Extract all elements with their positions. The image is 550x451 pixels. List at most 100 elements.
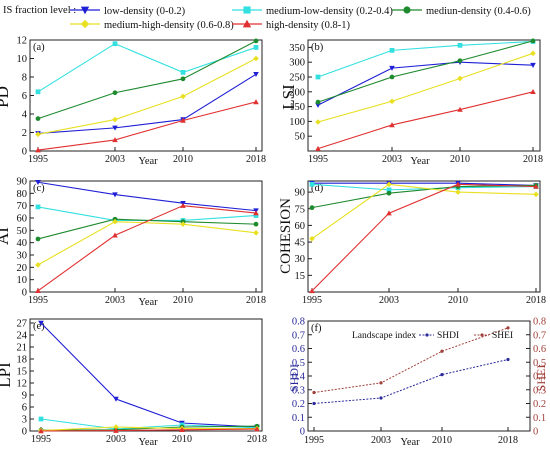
- series-line: [311, 183, 537, 191]
- y-tick-label: 60: [295, 221, 306, 232]
- data-point: [35, 179, 41, 186]
- data-point: [455, 189, 461, 195]
- x-tick-label: 1995: [31, 434, 51, 445]
- y2-tick-label: 0.1: [533, 413, 546, 424]
- y-tick-label: 0.3: [292, 385, 305, 396]
- panel-tag: (a): [33, 42, 45, 53]
- y-tick-label: 8: [22, 73, 27, 84]
- y-tick-label: 0: [300, 427, 305, 438]
- y-tick-label: 0.4: [292, 372, 306, 383]
- y-axis-label-left: SHDI: [287, 364, 301, 392]
- x-tick-label: 2018: [498, 435, 518, 446]
- panel-tag: (b): [311, 42, 324, 53]
- series-line: [317, 52, 534, 123]
- data-point: [253, 210, 259, 216]
- legend-marker: [243, 6, 251, 14]
- y-tick-label: 0: [22, 147, 27, 158]
- series-1: [315, 39, 536, 80]
- panel-tag: (c): [33, 183, 45, 194]
- data-point: [440, 373, 444, 377]
- x-tick-label: 2003: [106, 434, 126, 445]
- data-point: [312, 390, 316, 395]
- data-point: [457, 42, 463, 48]
- x-tick-label: 1995: [304, 435, 324, 446]
- axes-frame: [29, 318, 263, 432]
- y-axis-label-right: SHEI: [534, 365, 548, 392]
- panel-a: 0 2 4 6 8 10 12 1995 2003 2010 2018 (a) Year PD: [0, 36, 266, 168]
- y-tick-label: 70: [17, 201, 28, 212]
- inner-legend-marker: [425, 333, 429, 337]
- y-tick-label: 18: [17, 355, 28, 366]
- legend-marker: [80, 19, 90, 29]
- y-tick-label: 250: [289, 73, 305, 84]
- data-point: [112, 125, 118, 131]
- x-axis-label: Year: [138, 156, 158, 167]
- y-tick-label: 0.5: [292, 358, 305, 369]
- data-point: [35, 147, 41, 153]
- inner-legend-marker: [480, 333, 484, 337]
- data-point: [112, 90, 118, 96]
- axes-frame: [307, 39, 541, 152]
- y-tick-label: 21: [17, 343, 28, 354]
- panel-d: 15 30 45 60 75 90 1995 2003 2010 2018 (d) COHESION: [278, 180, 546, 306]
- data-point: [533, 183, 539, 189]
- y-tick-label: 45: [295, 238, 306, 249]
- data-point: [180, 221, 186, 227]
- x-tick-label: 2010: [448, 295, 468, 306]
- series-line: [317, 40, 534, 103]
- y2-tick-label: 0.8: [533, 317, 546, 328]
- y-tick-label: 50: [295, 132, 306, 143]
- y-tick-label: 90: [295, 188, 306, 199]
- series-line: [37, 205, 257, 292]
- data-point: [113, 427, 119, 433]
- legend-label: high-density (0.8-1): [266, 20, 350, 31]
- legend-marker: [403, 6, 411, 14]
- data-point: [253, 45, 259, 50]
- data-point: [113, 396, 119, 402]
- y-tick-label: 27: [17, 319, 28, 330]
- data-point: [38, 416, 44, 422]
- y-tick-label: 9: [22, 391, 27, 402]
- y-tick-label: 50: [17, 226, 28, 237]
- y-tick-label: 0.8: [292, 317, 305, 328]
- data-point: [309, 181, 315, 187]
- data-point: [253, 230, 259, 236]
- y-tick-label: 350: [289, 43, 305, 54]
- y-tick-label: 90: [17, 177, 28, 188]
- x-axis-label: Year: [138, 437, 158, 448]
- series-line: [40, 428, 258, 432]
- x-tick-label: 1995: [28, 154, 48, 165]
- x-tick-label: 2010: [172, 434, 192, 445]
- panel-b: 50 100 150 200 250 300 350 1995 2003 2010 2018 (b) Y…: [279, 38, 543, 167]
- y-tick-label: 3: [22, 415, 27, 426]
- y-tick-label: 150: [289, 102, 305, 113]
- y-tick-label: 40: [17, 238, 28, 249]
- data-point: [112, 192, 118, 198]
- data-point: [315, 102, 321, 108]
- legend-label: medium-low-density (0.2-0.4): [266, 6, 393, 17]
- data-point: [455, 181, 461, 187]
- y-tick-label: 200: [289, 87, 305, 98]
- data-point: [179, 427, 185, 433]
- series-line: [317, 40, 534, 78]
- series-line: [317, 91, 534, 150]
- y-tick-label: 0.2: [292, 399, 305, 410]
- series-4: [35, 99, 259, 153]
- series-line: [37, 221, 257, 266]
- data-point: [386, 190, 392, 196]
- y2-tick-label: 0.5: [533, 358, 546, 369]
- data-point: [530, 62, 536, 68]
- y-tick-label: 75: [295, 204, 306, 215]
- x-axis-label: Year: [138, 297, 158, 308]
- x-tick-label: 2003: [379, 295, 399, 306]
- series-3: [315, 50, 536, 125]
- data-point: [386, 210, 392, 216]
- series-line: [37, 101, 257, 151]
- x-tick-label: 2010: [450, 154, 470, 165]
- x-axis-label: Year: [400, 437, 420, 448]
- data-point: [389, 47, 395, 53]
- y2-tick-label: 0.2: [533, 399, 546, 410]
- series-3: [309, 181, 539, 242]
- inner-legend-label: SHEI: [492, 331, 513, 341]
